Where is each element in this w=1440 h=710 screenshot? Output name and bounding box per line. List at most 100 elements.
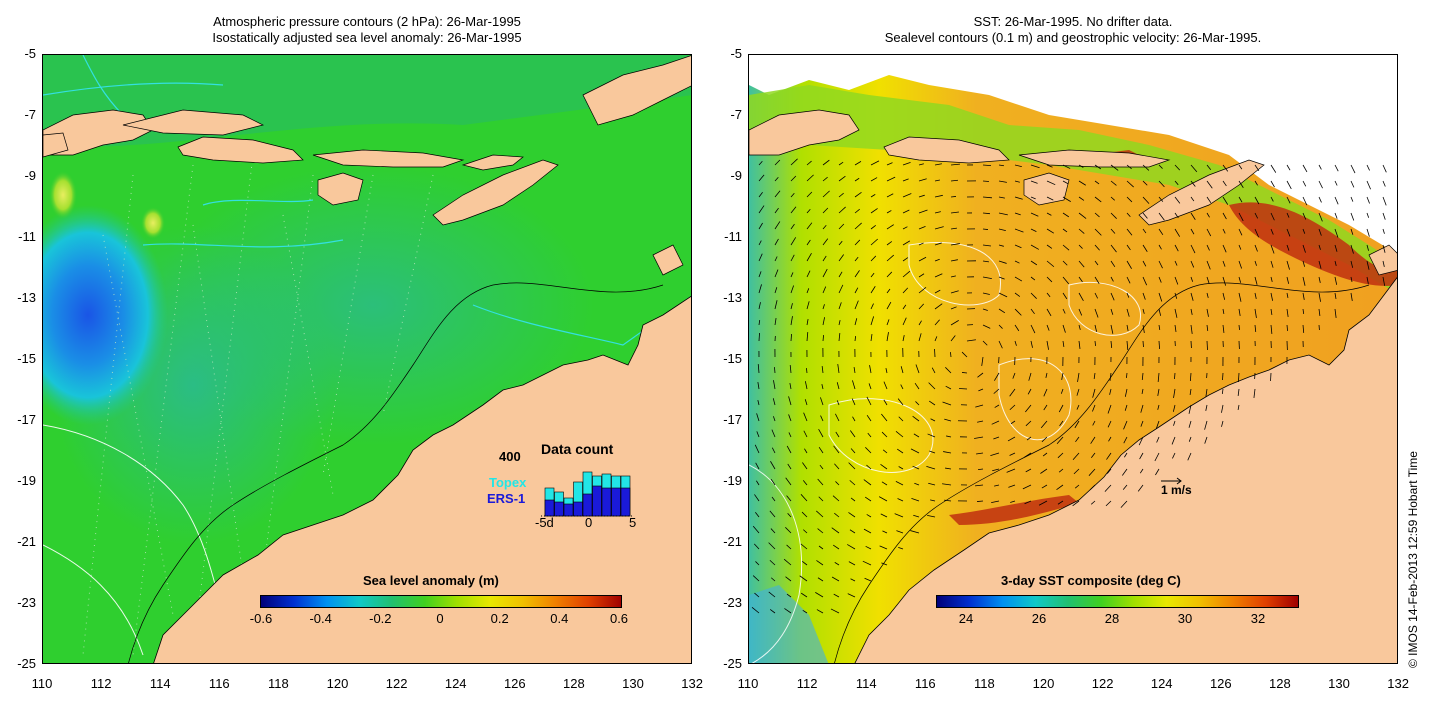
velocity-arrow	[1158, 164, 1163, 169]
velocity-arrow	[1286, 292, 1289, 298]
velocity-arrow	[1172, 452, 1176, 459]
velocity-arrow	[866, 514, 872, 518]
velocity-arrow	[806, 331, 809, 342]
velocity-arrow	[1078, 292, 1084, 302]
y-tick-label: -11	[18, 229, 36, 244]
data-count-chart	[541, 471, 633, 517]
velocity-arrow	[755, 561, 760, 566]
velocity-arrow	[786, 445, 792, 454]
velocity-arrow	[774, 300, 778, 310]
velocity-arrow	[1190, 164, 1198, 173]
velocity-arrow	[910, 530, 920, 534]
velocity-arrow	[1270, 276, 1273, 282]
velocity-arrow	[1110, 244, 1117, 253]
velocity-arrow	[1030, 196, 1036, 200]
velocity-arrow	[1187, 452, 1192, 461]
velocity-arrow	[927, 433, 936, 438]
velocity-arrow	[870, 177, 878, 182]
x-tick-label: 118	[974, 676, 995, 691]
velocity-arrow	[1318, 228, 1322, 236]
velocity-arrow	[838, 254, 845, 262]
velocity-arrow	[822, 255, 827, 262]
velocity-arrow	[975, 404, 984, 408]
velocity-arrow	[1077, 372, 1080, 382]
velocity-arrow	[1254, 324, 1257, 333]
velocity-arrow	[1030, 228, 1037, 233]
velocity-arrow	[754, 592, 760, 598]
velocity-arrow	[758, 174, 765, 182]
right-panel-title: SST: 26-Mar-1995. No drifter data. Seale…	[748, 14, 1398, 46]
velocity-arrow	[1110, 228, 1116, 234]
island-west	[43, 132, 69, 158]
velocity-arrow	[1014, 276, 1023, 282]
sea-level-anomaly-map: Data count 400 Topex ERS-1 -5d 0 5 Sea l…	[42, 54, 692, 664]
velocity-arrow	[930, 499, 936, 502]
velocity-arrow	[1190, 244, 1196, 254]
velocity-arrow	[836, 400, 840, 406]
velocity-arrow	[1190, 212, 1196, 220]
velocity-arrow	[1155, 420, 1160, 429]
island-bali-lombok	[122, 109, 265, 136]
velocity-arrow	[1078, 164, 1084, 168]
x-tick-label: 128	[1269, 676, 1291, 691]
velocity-arrow	[1238, 212, 1244, 222]
velocity-arrow	[918, 273, 925, 278]
velocity-arrow	[818, 446, 824, 454]
velocity-arrow	[1094, 180, 1100, 185]
velocity-arrow	[789, 383, 792, 390]
velocity-arrow	[1123, 420, 1128, 430]
velocity-arrow	[1382, 228, 1385, 234]
velocity-arrow	[820, 397, 824, 406]
velocity-arrow	[862, 560, 872, 566]
velocity-arrow	[1093, 372, 1096, 379]
y-tick-label: -5	[24, 46, 36, 61]
velocity-arrow	[771, 496, 776, 502]
velocity-arrow	[1076, 388, 1080, 396]
velocity-arrow	[770, 461, 776, 470]
velocity-arrow	[1092, 404, 1096, 412]
velocity-arrow	[1025, 468, 1032, 473]
velocity-arrow	[1078, 180, 1086, 186]
velocity-arrow	[854, 161, 862, 166]
velocity-arrow	[1189, 388, 1192, 395]
velocity-arrow	[991, 500, 1000, 504]
velocity-arrow	[1206, 324, 1209, 332]
velocity-arrow	[1091, 452, 1096, 458]
velocity-arrow	[1030, 292, 1037, 299]
velocity-arrow	[1062, 196, 1071, 202]
colorbar-tick-label: 0.2	[490, 611, 509, 626]
velocity-arrow	[982, 276, 992, 279]
velocity-arrow	[1110, 340, 1113, 349]
velocity-arrow	[1139, 468, 1144, 474]
velocity-arrow	[758, 284, 762, 294]
velocity-arrow	[885, 368, 888, 374]
velocity-arrow	[1138, 436, 1144, 446]
velocity-arrow	[1010, 420, 1016, 425]
velocity-arrow	[1318, 164, 1322, 170]
velocity-arrow	[1126, 292, 1130, 298]
velocity-arrow	[788, 396, 792, 406]
velocity-arrow	[1270, 164, 1277, 173]
velocity-arrow	[822, 286, 827, 294]
velocity-arrow	[867, 432, 872, 438]
inset-x-label-start: -5d	[535, 515, 554, 530]
velocity-arrow	[754, 494, 760, 502]
velocity-arrow	[1253, 388, 1256, 398]
ers1-legend: ERS-1	[487, 491, 526, 506]
velocity-arrow	[758, 191, 763, 198]
y-tick-label: -25	[17, 656, 36, 671]
velocity-arrow	[981, 356, 984, 366]
velocity-arrow	[1078, 196, 1085, 201]
velocity-arrow	[752, 525, 760, 534]
velocity-arrow	[1110, 196, 1115, 201]
velocity-arrow	[790, 206, 797, 214]
velocity-arrow	[1302, 324, 1305, 334]
velocity-arrow	[898, 547, 904, 550]
velocity-arrow	[1030, 180, 1038, 184]
y-tick-label: -19	[17, 473, 36, 488]
velocity-arrow	[1142, 228, 1147, 234]
velocity-arrow	[1366, 196, 1370, 204]
velocity-arrow	[934, 336, 938, 342]
velocity-arrow	[800, 592, 808, 598]
velocity-arrow	[1254, 260, 1257, 266]
